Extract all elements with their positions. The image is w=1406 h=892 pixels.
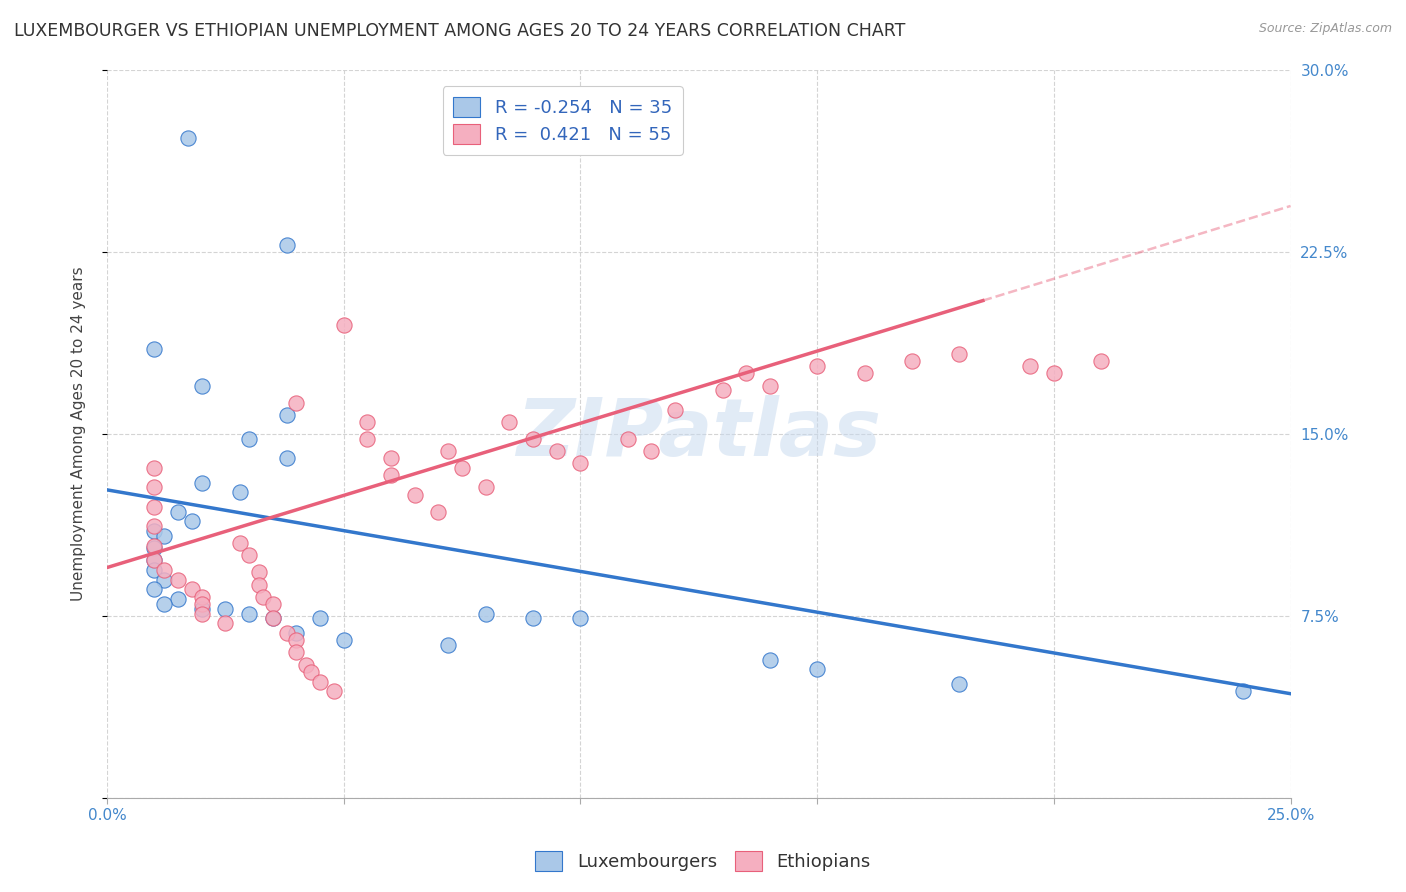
Point: [252, 590, 274, 604]
Point: [276, 237, 298, 252]
Point: [262, 597, 284, 611]
Point: [228, 485, 250, 500]
Point: [276, 408, 298, 422]
Point: [262, 611, 284, 625]
Point: [475, 480, 498, 494]
Point: [1043, 367, 1066, 381]
Point: [190, 378, 212, 392]
Point: [806, 663, 828, 677]
Point: [285, 395, 308, 409]
Point: [711, 384, 734, 398]
Point: [176, 131, 198, 145]
Point: [285, 645, 308, 659]
Point: [759, 378, 782, 392]
Point: [569, 611, 592, 625]
Point: [569, 456, 592, 470]
Point: [143, 553, 166, 567]
Point: [356, 432, 378, 446]
Point: [153, 597, 176, 611]
Point: [153, 529, 176, 543]
Point: [214, 616, 236, 631]
Point: [181, 515, 204, 529]
Point: [333, 318, 356, 332]
Point: [214, 601, 236, 615]
Point: [167, 505, 190, 519]
Point: [143, 480, 166, 494]
Point: [901, 354, 924, 368]
Point: [167, 573, 190, 587]
Point: [309, 674, 332, 689]
Point: [167, 592, 190, 607]
Point: [143, 539, 166, 553]
Legend: Luxembourgers, Ethiopians: Luxembourgers, Ethiopians: [529, 844, 877, 879]
Point: [380, 451, 402, 466]
Point: [143, 500, 166, 514]
Point: [333, 633, 356, 648]
Point: [285, 633, 308, 648]
Point: [143, 553, 166, 567]
Point: [948, 677, 970, 691]
Point: [143, 461, 166, 475]
Point: [143, 519, 166, 533]
Point: [427, 505, 450, 519]
Point: [143, 582, 166, 597]
Point: [640, 444, 662, 458]
Point: [437, 638, 460, 652]
Point: [295, 657, 318, 672]
Point: [759, 653, 782, 667]
Point: [475, 607, 498, 621]
Point: [143, 563, 166, 577]
Point: [238, 432, 260, 446]
Point: [276, 451, 298, 466]
Text: LUXEMBOURGER VS ETHIOPIAN UNEMPLOYMENT AMONG AGES 20 TO 24 YEARS CORRELATION CHA: LUXEMBOURGER VS ETHIOPIAN UNEMPLOYMENT A…: [14, 22, 905, 40]
Point: [806, 359, 828, 373]
Point: [522, 432, 544, 446]
Point: [948, 347, 970, 361]
Point: [356, 415, 378, 429]
Y-axis label: Unemployment Among Ages 20 to 24 years: Unemployment Among Ages 20 to 24 years: [72, 267, 86, 601]
Point: [617, 432, 640, 446]
Point: [498, 415, 520, 429]
Legend: R = -0.254   N = 35, R =  0.421   N = 55: R = -0.254 N = 35, R = 0.421 N = 55: [443, 87, 683, 155]
Point: [451, 461, 474, 475]
Point: [190, 601, 212, 615]
Point: [285, 626, 308, 640]
Point: [181, 582, 204, 597]
Point: [404, 488, 426, 502]
Point: [143, 524, 166, 538]
Point: [153, 563, 176, 577]
Point: [262, 611, 284, 625]
Point: [299, 665, 322, 679]
Point: [1090, 354, 1112, 368]
Point: [190, 590, 212, 604]
Point: [190, 597, 212, 611]
Point: [664, 402, 686, 417]
Point: [238, 549, 260, 563]
Point: [735, 367, 758, 381]
Point: [190, 475, 212, 490]
Point: [323, 684, 346, 698]
Point: [153, 573, 176, 587]
Point: [190, 607, 212, 621]
Point: [238, 607, 260, 621]
Point: [247, 577, 270, 591]
Point: [143, 342, 166, 356]
Point: [247, 566, 270, 580]
Point: [380, 468, 402, 483]
Text: ZIPatlas: ZIPatlas: [516, 395, 882, 473]
Point: [309, 611, 332, 625]
Point: [522, 611, 544, 625]
Point: [1232, 684, 1254, 698]
Point: [437, 444, 460, 458]
Point: [276, 626, 298, 640]
Point: [853, 367, 876, 381]
Point: [1019, 359, 1042, 373]
Text: Source: ZipAtlas.com: Source: ZipAtlas.com: [1258, 22, 1392, 36]
Point: [228, 536, 250, 550]
Point: [143, 541, 166, 555]
Point: [546, 444, 568, 458]
